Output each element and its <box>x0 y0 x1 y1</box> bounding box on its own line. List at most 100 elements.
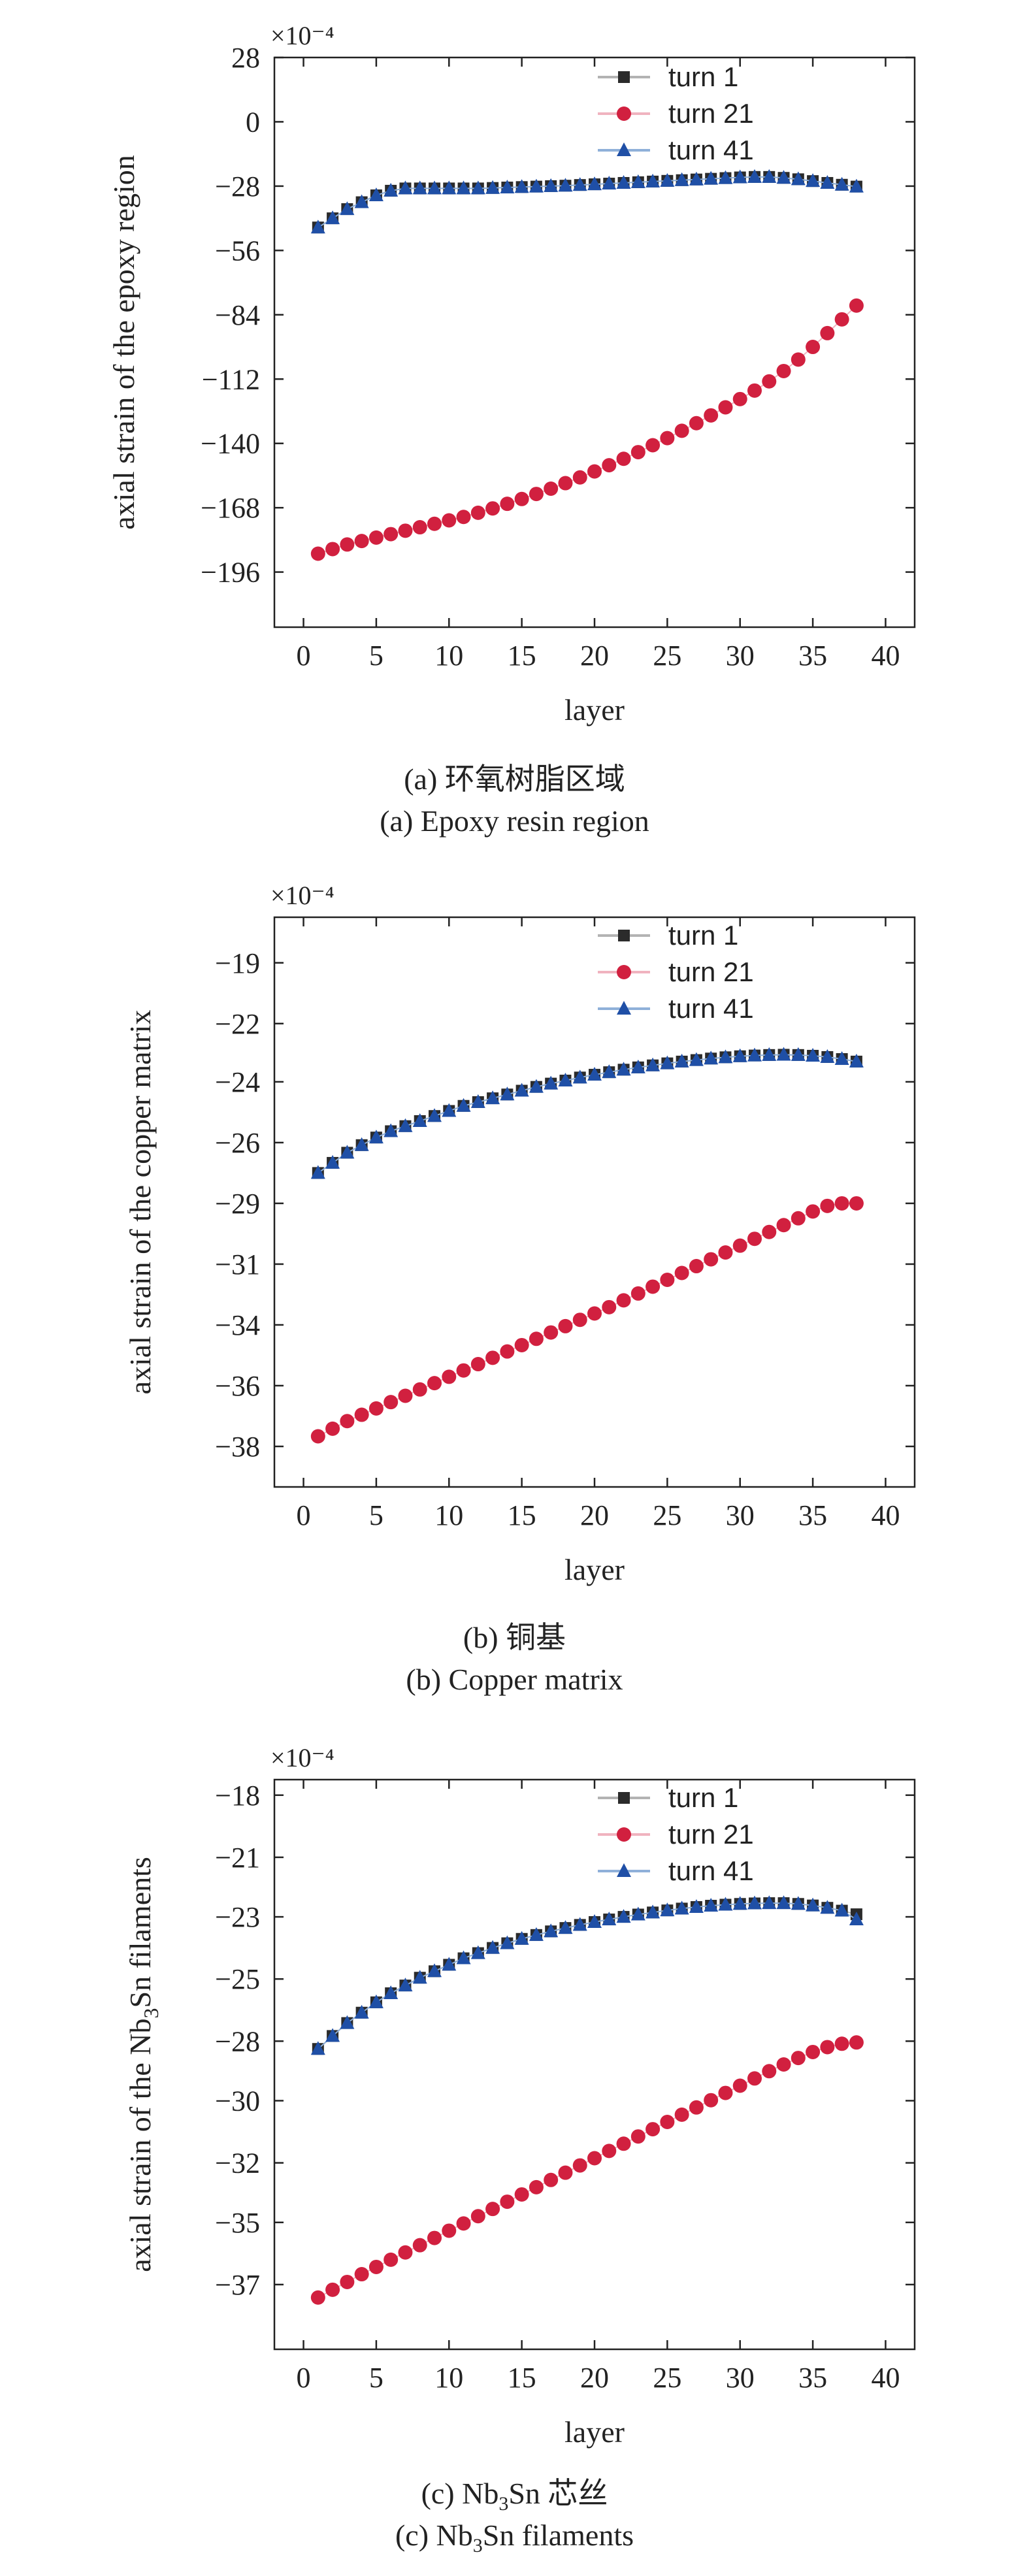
data-point <box>791 2051 806 2066</box>
legend-label: turn 21 <box>668 1819 754 1850</box>
data-point <box>762 169 777 183</box>
x-tick-label: 5 <box>369 1499 384 1531</box>
data-point <box>616 2136 631 2151</box>
data-point <box>529 2179 544 2194</box>
data-point <box>587 176 602 191</box>
data-point <box>412 520 427 535</box>
data-point <box>849 1912 864 1926</box>
series-turn-21 <box>310 2035 864 2305</box>
data-point <box>514 2187 529 2202</box>
data-point <box>340 201 355 216</box>
data-point <box>704 1252 719 1267</box>
legend-entry: turn 21 <box>598 98 754 129</box>
data-point <box>645 173 661 187</box>
caption-c-en-sub: 3 <box>472 2535 483 2557</box>
data-point <box>587 464 602 479</box>
data-point <box>412 1970 427 1984</box>
data-point <box>558 178 573 192</box>
data-point <box>572 1069 587 1084</box>
data-point <box>427 1376 442 1391</box>
y-tick-label: −35 <box>215 2207 260 2239</box>
data-point <box>485 501 500 516</box>
x-tick-label: 10 <box>434 2362 463 2394</box>
data-point <box>456 1363 471 1378</box>
data-point <box>384 1395 399 1410</box>
data-point <box>689 1259 704 1274</box>
x-axis-title: layer <box>564 693 625 726</box>
data-point <box>602 1299 617 1314</box>
caption-c-cn-sub: 3 <box>498 2493 509 2515</box>
data-point <box>310 546 325 561</box>
data-point <box>500 2194 515 2209</box>
data-point <box>310 2290 325 2305</box>
data-point <box>718 170 733 184</box>
data-point <box>776 1047 791 1061</box>
series-turn-41 <box>310 1047 864 1179</box>
panel-a: ×10⁻⁴ 0 5 10 15 20 25 30 35 40 28 0 −28 −56 −84 −112 −14… <box>0 0 1029 856</box>
legend-entry: turn 41 <box>598 135 754 165</box>
data-point <box>630 1059 645 1073</box>
data-point <box>791 1896 806 1910</box>
data-point <box>660 431 675 446</box>
data-point <box>820 325 835 340</box>
data-point <box>806 173 821 187</box>
x-tick-label: 0 <box>297 2362 311 2394</box>
legend-label: turn 1 <box>668 61 738 92</box>
x-tick-label: 25 <box>653 1499 681 1531</box>
y-axis-title: axial strain of the Nb3Sn filaments <box>123 1857 163 2272</box>
data-point <box>572 1917 587 1931</box>
legend-label: turn 21 <box>668 956 754 987</box>
x-tick-label: 40 <box>871 2362 900 2394</box>
data-point <box>470 505 485 520</box>
y-tick-label: −22 <box>215 1008 260 1040</box>
data-point <box>529 178 544 193</box>
data-point <box>747 1895 762 1910</box>
legend-label: turn 41 <box>668 993 754 1024</box>
x-tick-label: 40 <box>871 640 900 672</box>
data-point <box>340 537 355 552</box>
legend-marker <box>618 71 630 83</box>
series-turn-21 <box>310 1196 864 1444</box>
caption-a-en: (a) Epoxy resin region <box>380 804 649 838</box>
data-point <box>558 1072 573 1086</box>
data-point <box>325 1154 340 1169</box>
y-tick-label: −26 <box>215 1127 260 1159</box>
y-tick-label: −32 <box>215 2147 260 2179</box>
data-point <box>587 1067 602 1081</box>
data-point <box>354 2004 369 2019</box>
x-tick-label: 0 <box>297 640 311 672</box>
data-point <box>384 527 399 542</box>
data-point <box>412 2238 427 2253</box>
chart-b: ×10⁻⁴ 0 5 10 15 20 25 30 35 40 −19 −22 −24 −26 −29 −31 −… <box>123 881 916 1586</box>
data-point <box>732 1896 747 1910</box>
data-point <box>427 1963 442 1978</box>
data-point <box>762 2064 777 2079</box>
data-point <box>602 1064 617 1079</box>
data-point <box>398 1118 413 1132</box>
data-point <box>500 497 515 512</box>
panel-b: ×10⁻⁴ 0 5 10 15 20 25 30 35 40 −19 −22 −24 −26 −29 −31 −… <box>0 862 1029 1718</box>
x-tick-label: 5 <box>369 2362 384 2394</box>
data-point <box>485 1350 500 1365</box>
data-point <box>368 1401 384 1416</box>
data-point <box>500 1086 515 1101</box>
series-turn-21 <box>310 298 864 561</box>
data-point <box>674 1900 689 1915</box>
data-point <box>630 174 645 188</box>
data-point <box>791 1211 806 1226</box>
x-tick-label: 15 <box>508 2362 536 2394</box>
data-point <box>558 476 573 491</box>
data-point <box>587 1914 602 1928</box>
data-point <box>310 1165 325 1179</box>
data-point <box>762 374 777 389</box>
legend-marker <box>617 106 631 121</box>
data-point <box>340 2274 355 2289</box>
data-point <box>820 2040 835 2055</box>
data-point <box>776 2057 791 2072</box>
data-point <box>718 2085 733 2100</box>
data-point <box>442 1369 457 1384</box>
data-point <box>704 2093 719 2108</box>
x-tick-label: 0 <box>297 1499 311 1531</box>
data-point <box>747 1231 762 1247</box>
data-point <box>470 180 485 195</box>
